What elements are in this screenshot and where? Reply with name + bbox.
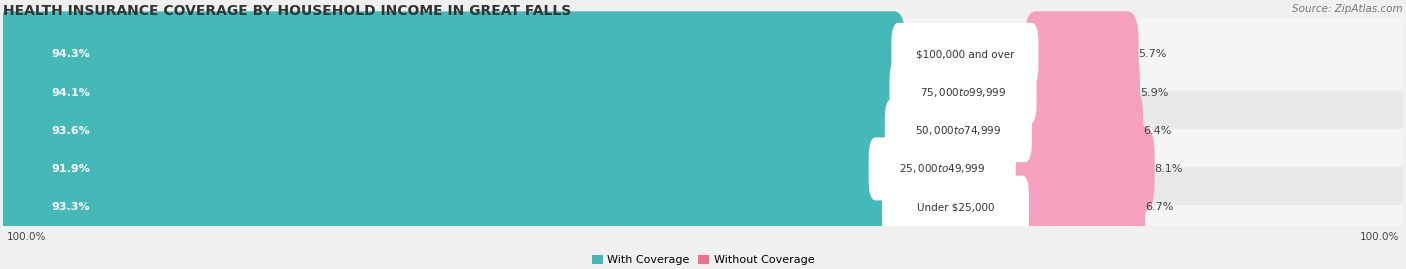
FancyBboxPatch shape bbox=[0, 95, 1406, 167]
FancyBboxPatch shape bbox=[0, 11, 905, 97]
FancyBboxPatch shape bbox=[890, 61, 1036, 124]
Text: 8.1%: 8.1% bbox=[1154, 164, 1182, 174]
FancyBboxPatch shape bbox=[891, 23, 1039, 86]
FancyBboxPatch shape bbox=[0, 88, 898, 174]
Text: 93.6%: 93.6% bbox=[52, 126, 90, 136]
FancyBboxPatch shape bbox=[884, 99, 1032, 162]
Text: 100.0%: 100.0% bbox=[1360, 232, 1399, 242]
FancyBboxPatch shape bbox=[882, 176, 1029, 239]
Text: $75,000 to $99,999: $75,000 to $99,999 bbox=[920, 86, 1007, 99]
FancyBboxPatch shape bbox=[0, 49, 904, 136]
FancyBboxPatch shape bbox=[0, 126, 883, 212]
Text: 91.9%: 91.9% bbox=[52, 164, 90, 174]
Text: 100.0%: 100.0% bbox=[7, 232, 46, 242]
Text: $25,000 to $49,999: $25,000 to $49,999 bbox=[898, 162, 986, 175]
Text: 94.3%: 94.3% bbox=[52, 49, 90, 59]
FancyBboxPatch shape bbox=[0, 133, 1406, 205]
FancyBboxPatch shape bbox=[0, 171, 1406, 243]
Text: $100,000 and over: $100,000 and over bbox=[915, 49, 1014, 59]
Text: 5.9%: 5.9% bbox=[1140, 87, 1168, 98]
Legend: With Coverage, Without Coverage: With Coverage, Without Coverage bbox=[588, 250, 818, 269]
Text: 5.7%: 5.7% bbox=[1139, 49, 1167, 59]
FancyBboxPatch shape bbox=[1001, 126, 1154, 212]
Text: Source: ZipAtlas.com: Source: ZipAtlas.com bbox=[1292, 4, 1403, 14]
Text: 6.7%: 6.7% bbox=[1146, 202, 1174, 212]
FancyBboxPatch shape bbox=[0, 56, 1406, 129]
Text: HEALTH INSURANCE COVERAGE BY HOUSEHOLD INCOME IN GREAT FALLS: HEALTH INSURANCE COVERAGE BY HOUSEHOLD I… bbox=[3, 4, 571, 18]
Text: $50,000 to $74,999: $50,000 to $74,999 bbox=[915, 124, 1001, 137]
FancyBboxPatch shape bbox=[0, 164, 896, 250]
FancyBboxPatch shape bbox=[869, 137, 1015, 200]
FancyBboxPatch shape bbox=[1022, 49, 1140, 136]
Text: 6.4%: 6.4% bbox=[1143, 126, 1171, 136]
FancyBboxPatch shape bbox=[1015, 164, 1146, 250]
FancyBboxPatch shape bbox=[1018, 88, 1143, 174]
FancyBboxPatch shape bbox=[0, 18, 1406, 90]
Text: 93.3%: 93.3% bbox=[52, 202, 90, 212]
FancyBboxPatch shape bbox=[1025, 11, 1139, 97]
Text: Under $25,000: Under $25,000 bbox=[917, 202, 994, 212]
Text: 94.1%: 94.1% bbox=[52, 87, 90, 98]
